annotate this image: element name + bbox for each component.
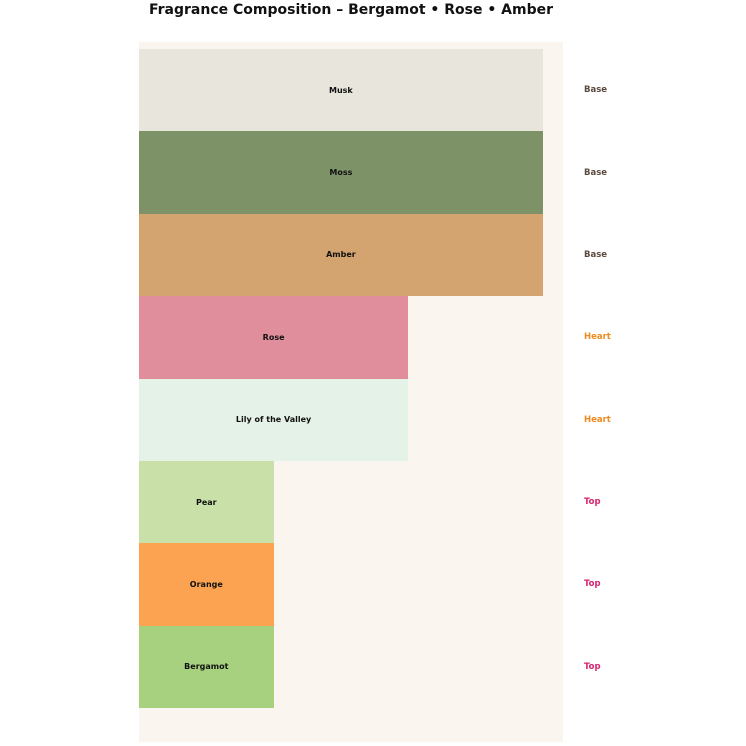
group-label-base-musk: Base: [584, 85, 608, 96]
bar-label-rose: Rose: [262, 332, 285, 342]
bar-label-musk: Musk: [329, 85, 353, 95]
plot-area: Musk Moss Amber Rose Lily of the Valley Pear O…: [139, 42, 563, 742]
bar-label-orange: Orange: [189, 579, 223, 589]
bar-label-moss: Moss: [329, 168, 353, 178]
group-label-base-moss: Base: [584, 167, 608, 178]
bar-musk: Musk: [139, 49, 543, 132]
bar-rose: Rose: [139, 296, 409, 379]
bar-moss: Moss: [139, 131, 543, 214]
group-label-heart-rose: Heart: [584, 332, 611, 343]
group-label-heart-lily-of-the-valley: Heart: [584, 414, 611, 425]
bar-lily-of-the-valley: Lily of the Valley: [139, 378, 409, 461]
chart-title: Fragrance Composition – Bergamot • Rose …: [148, 2, 553, 18]
group-label-top-orange: Top: [584, 579, 601, 590]
bar-label-bergamot: Bergamot: [184, 662, 229, 672]
group-label-top-pear: Top: [584, 497, 601, 508]
bar-label-lily-of-the-valley: Lily of the Valley: [235, 415, 312, 425]
bar-label-amber: Amber: [326, 250, 356, 260]
bar-bergamot: Bergamot: [139, 625, 274, 708]
bar-amber: Amber: [139, 213, 543, 297]
group-label-base-amber: Base: [584, 249, 608, 260]
bar-orange: Orange: [139, 543, 274, 626]
bar-pear: Pear: [139, 460, 274, 544]
bar-label-pear: Pear: [195, 497, 217, 507]
group-label-top-bergamot: Top: [584, 661, 601, 672]
